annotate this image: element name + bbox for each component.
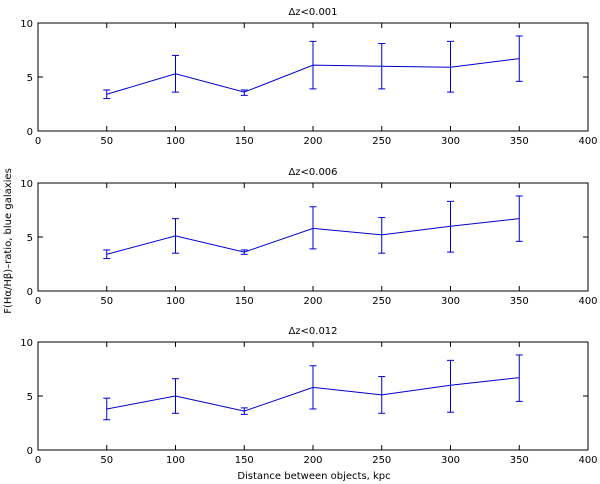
y-tick-label: 0 xyxy=(27,127,33,138)
x-tick-label: 0 xyxy=(35,136,41,147)
chart-title: Δz<0.001 xyxy=(288,7,337,18)
x-tick-label: 50 xyxy=(100,136,113,147)
x-tick-label: 400 xyxy=(578,136,597,147)
x-tick-label: 250 xyxy=(372,296,391,307)
x-tick-label: 200 xyxy=(303,296,322,307)
chart-panel-1: Δz<0.001 0 50 100 150 200 250 300 350 400 0 5 10 xyxy=(20,7,597,147)
x-tick-label: 150 xyxy=(235,455,254,466)
y-tick-label: 0 xyxy=(27,446,33,457)
x-axis-label: Distance between objects, kpc xyxy=(237,471,390,482)
x-tick-label: 0 xyxy=(35,455,41,466)
x-tick-label: 200 xyxy=(303,455,322,466)
y-axis-label: F(Hα/Hβ)–ratio, blue galaxies xyxy=(3,168,14,314)
x-tick-label: 300 xyxy=(441,136,460,147)
x-tick-label: 250 xyxy=(372,136,391,147)
y-tick-label: 10 xyxy=(20,19,33,30)
x-tick-label: 350 xyxy=(510,136,529,147)
y-tick-label: 5 xyxy=(27,392,33,403)
y-tick-label: 10 xyxy=(20,179,33,190)
x-tick-label: 350 xyxy=(510,296,529,307)
x-tick-label: 150 xyxy=(235,296,254,307)
y-tick-label: 5 xyxy=(27,73,33,84)
x-tick-label: 100 xyxy=(166,296,185,307)
y-tick-label: 10 xyxy=(20,338,33,349)
x-tick-label: 400 xyxy=(578,455,597,466)
series-line xyxy=(106,377,520,412)
chart-title: Δz<0.012 xyxy=(288,326,337,337)
x-tick-label: 150 xyxy=(235,136,254,147)
x-tick-label: 250 xyxy=(372,455,391,466)
series-line xyxy=(106,58,520,95)
x-tick-label: 50 xyxy=(100,455,113,466)
x-tick-label: 350 xyxy=(510,455,529,466)
chart-panel-3: Δz<0.012 0 50 100 150 200 250 300 350 400 0 5 10 xyxy=(20,326,597,466)
x-tick-label: 0 xyxy=(35,296,41,307)
series-line xyxy=(106,218,520,255)
y-tick-label: 0 xyxy=(27,287,33,298)
x-tick-label: 200 xyxy=(303,136,322,147)
x-tick-label: 100 xyxy=(166,136,185,147)
x-tick-label: 50 xyxy=(100,296,113,307)
chart-title: Δz<0.006 xyxy=(288,167,337,178)
x-tick-label: 300 xyxy=(441,296,460,307)
x-tick-label: 300 xyxy=(441,455,460,466)
chart-panel-2: Δz<0.006 0 50 100 150 200 250 300 350 400 0 5 10 xyxy=(20,167,597,307)
x-tick-label: 100 xyxy=(166,455,185,466)
x-tick-label: 400 xyxy=(578,296,597,307)
y-tick-label: 5 xyxy=(27,233,33,244)
